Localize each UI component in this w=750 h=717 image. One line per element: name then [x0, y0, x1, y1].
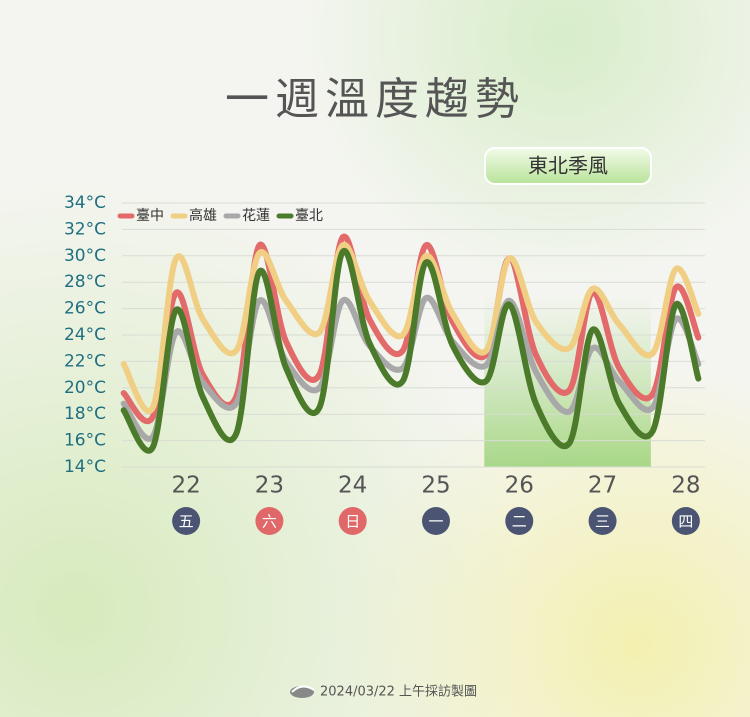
legend-label: 臺中: [136, 208, 164, 224]
annotation-box: [484, 147, 652, 185]
logo: [290, 685, 315, 698]
annotation: 東北季風: [528, 154, 608, 178]
weekday-badge: [255, 507, 284, 535]
y-tick-label: 22°C: [64, 351, 106, 371]
y-tick-label: 14°C: [64, 457, 106, 477]
x-tick-label: 26: [505, 473, 534, 499]
legend-label: 臺北: [295, 208, 323, 224]
y-tick-label: 34°C: [64, 193, 106, 213]
weekday-badge: [505, 507, 534, 535]
legend-label: 花蓮: [242, 208, 270, 224]
weekday-label: 一: [428, 513, 443, 531]
y-tick-label: 20°C: [64, 378, 106, 398]
weekday-label: 六: [262, 513, 277, 531]
x-tick-label: 28: [671, 473, 700, 499]
footer: 2024/03/22 上午採訪製圖: [320, 684, 477, 700]
series-line: [120, 248, 702, 454]
x-tick-label: 23: [255, 473, 284, 499]
x-tick-label: 22: [171, 473, 200, 499]
weekday-label: 日: [345, 513, 360, 531]
y-tick-label: 28°C: [64, 272, 106, 292]
logo-shape: [291, 685, 315, 693]
series-line: [120, 242, 702, 414]
weekday-label: 五: [179, 513, 194, 531]
weekday-badge: [172, 507, 201, 535]
weekday-label: 三: [595, 513, 610, 531]
y-tick-label: 30°C: [64, 246, 106, 266]
x-tick-label: 27: [588, 473, 617, 499]
y-tick-label: 26°C: [64, 299, 106, 319]
y-tick-label: 24°C: [64, 325, 106, 345]
weekday-badge: [421, 507, 450, 535]
chart-title: 一週溫度趨勢: [225, 74, 525, 125]
x-tick-label: 24: [338, 473, 367, 499]
weekday-label: 四: [678, 513, 693, 531]
weekday-label: 二: [512, 513, 527, 531]
y-tick-label: 32°C: [64, 219, 106, 239]
x-tick-label: 25: [421, 473, 450, 499]
y-tick-label: 16°C: [64, 431, 106, 451]
weekday-badge: [338, 507, 367, 535]
y-tick-label: 18°C: [64, 404, 106, 424]
plot: 14°C 16°C 18°C 20°C 22°C 24°C 26°C 28°C 30°C 32°C…: [64, 193, 705, 535]
legend-label: 高雄: [189, 207, 217, 224]
weekday-badge: [671, 507, 700, 535]
weekday-badge: [588, 507, 617, 535]
